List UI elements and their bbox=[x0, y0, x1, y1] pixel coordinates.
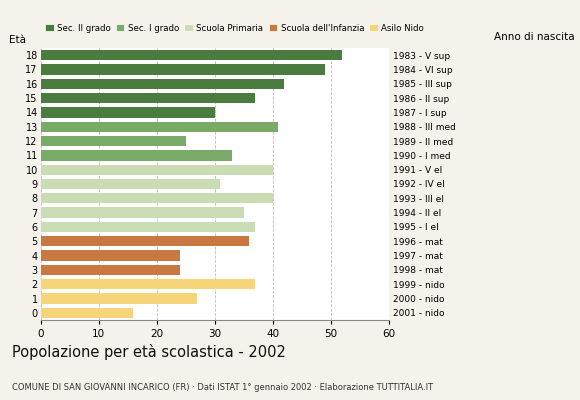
Bar bbox=[41, 236, 249, 246]
Bar bbox=[41, 265, 180, 275]
Text: Popolazione per età scolastica - 2002: Popolazione per età scolastica - 2002 bbox=[12, 344, 285, 360]
Bar bbox=[41, 93, 255, 103]
Bar bbox=[41, 164, 273, 175]
Text: Anno di nascita: Anno di nascita bbox=[494, 32, 574, 42]
Bar bbox=[41, 150, 232, 160]
Bar bbox=[41, 50, 342, 60]
Bar bbox=[41, 222, 255, 232]
Bar bbox=[41, 293, 197, 304]
Bar bbox=[41, 250, 180, 261]
Bar bbox=[41, 122, 278, 132]
Bar bbox=[41, 179, 220, 189]
Bar bbox=[41, 193, 273, 204]
Bar bbox=[41, 79, 284, 89]
Bar bbox=[41, 308, 133, 318]
Legend: Sec. II grado, Sec. I grado, Scuola Primaria, Scuola dell'Infanzia, Asilo Nido: Sec. II grado, Sec. I grado, Scuola Prim… bbox=[45, 24, 424, 33]
Bar bbox=[41, 136, 186, 146]
Text: COMUNE DI SAN GIOVANNI INCARICO (FR) · Dati ISTAT 1° gennaio 2002 · Elaborazione: COMUNE DI SAN GIOVANNI INCARICO (FR) · D… bbox=[12, 383, 433, 392]
Bar bbox=[41, 279, 255, 289]
Bar bbox=[41, 64, 325, 75]
Text: Età: Età bbox=[9, 35, 26, 45]
Bar bbox=[41, 107, 215, 118]
Bar bbox=[41, 208, 244, 218]
